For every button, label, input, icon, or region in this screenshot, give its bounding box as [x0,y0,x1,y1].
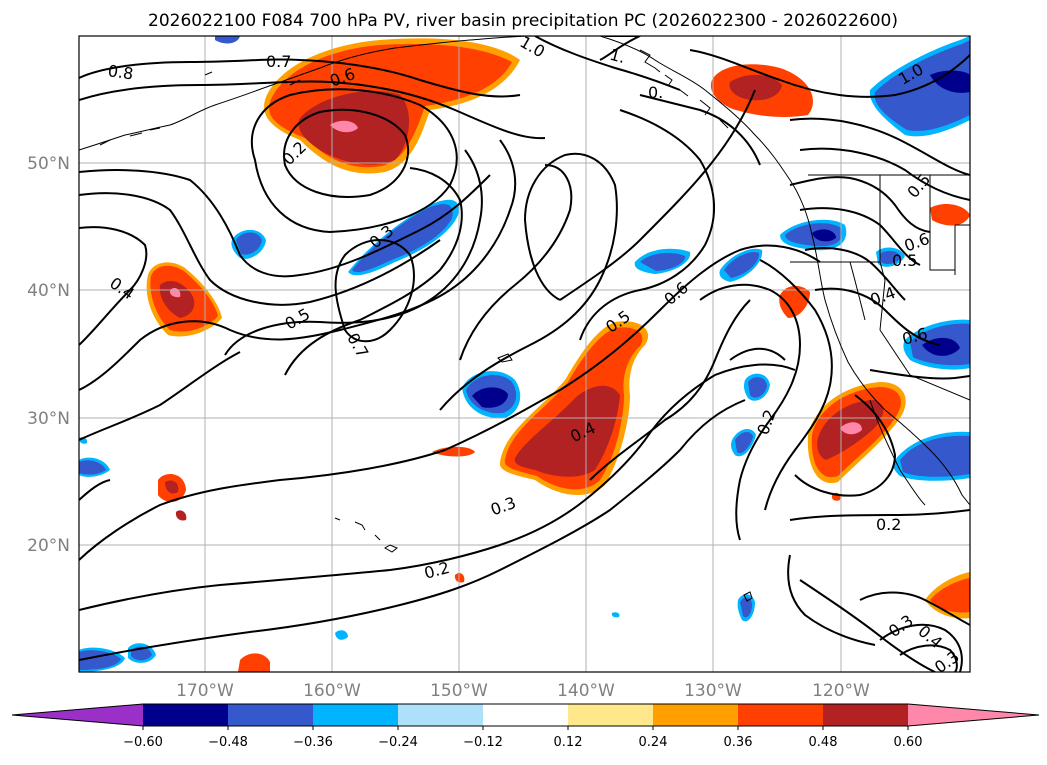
colorbar-tick-label: 0.24 [639,735,668,750]
lon-label: 160°W [303,681,361,701]
negative-anomaly [215,36,240,44]
colorbar-tick-label: 0.12 [554,735,583,750]
negative-anomaly [611,612,620,618]
contour-label: 0.5 [892,251,917,270]
negative-anomaly [812,229,836,242]
pv-contours [79,36,970,672]
positive-anomaly [514,385,620,477]
positive-anomaly [238,653,270,672]
negative-anomaly [930,70,970,93]
negative-anomaly [735,431,753,454]
colorbar-segment [653,704,739,726]
negative-anomaly [874,40,970,131]
colorbar-segment [228,704,314,726]
colorbar-tick-label: −0.60 [123,735,163,750]
negative-anomaly [335,630,348,640]
negative-anomaly [79,460,106,475]
negative-anomaly [900,435,970,477]
colorbar-tick-label: 0.48 [809,735,838,750]
positive-anomaly [330,120,358,133]
map-title: 2026022100 F084 700 hPa PV, river basin … [148,11,898,31]
colorbar-extend-low [12,704,143,726]
colorbar-segment [738,704,824,726]
lon-label: 150°W [430,681,488,701]
colorbar-tick-label: −0.12 [463,735,503,750]
positive-anomaly [175,510,187,521]
negative-anomaly [79,650,121,670]
contour-label: 0.2 [876,515,901,534]
positive-anomaly [930,204,970,226]
colorbar-tick-label: −0.48 [208,735,248,750]
colorbar-segment [568,704,654,726]
colorbar-tick-label: −0.24 [378,735,418,750]
lat-label: 30°N [27,409,70,429]
negative-anomaly [236,232,262,255]
colorbar-segment [143,704,229,726]
contour-label: 1. [608,45,628,67]
lon-label: 140°W [557,681,615,701]
colorbar-tick-label: 0.36 [724,735,753,750]
negative-anomaly [740,597,752,618]
lon-label: 120°W [812,681,870,701]
map-frame [78,35,971,673]
colorbar-tick-label: 0.60 [894,735,923,750]
positive-anomaly [165,480,179,494]
contour-label: 0.8 [107,61,135,83]
lat-label: 20°N [27,536,70,556]
map-area: 0.8 0.7 0.6 1.0 1. 0. 0.2 0.3 0.4 0.5 0.… [79,36,970,672]
lat-label: 50°N [27,154,70,174]
precip-anomalies [79,36,970,672]
colorbar-segment [313,704,399,726]
negative-anomaly [748,377,767,398]
positive-anomaly [840,422,862,435]
colorbar-tick-label: −0.36 [293,735,333,750]
coastlines [79,36,970,602]
lat-label: 40°N [27,281,70,301]
negative-anomaly [472,387,508,408]
lon-label: 130°W [684,681,742,701]
colorbar-segment [823,704,909,726]
positive-anomaly [454,572,465,583]
colorbar-segment [398,704,484,726]
negative-anomaly [880,250,901,265]
positive-anomaly [930,578,970,613]
positive-anomaly [432,446,475,457]
negative-anomaly [640,252,686,271]
latitude-labels: 50°N 40°N 30°N 20°N [27,154,70,556]
longitude-labels: 170°W 160°W 150°W 140°W 130°W 120°W [176,681,870,701]
positive-anomaly [729,74,782,101]
lon-label: 170°W [176,681,234,701]
negative-anomaly [724,251,760,278]
colorbar: −0.60 −0.48 −0.36 −0.24 −0.12 0.12 0.24 0.36 0.4… [11,703,1040,750]
colorbar-extend-high [908,704,1039,726]
colorbar-segment [483,704,569,726]
contour-label: 0.7 [266,52,291,71]
contour-label: 0. [648,83,663,102]
